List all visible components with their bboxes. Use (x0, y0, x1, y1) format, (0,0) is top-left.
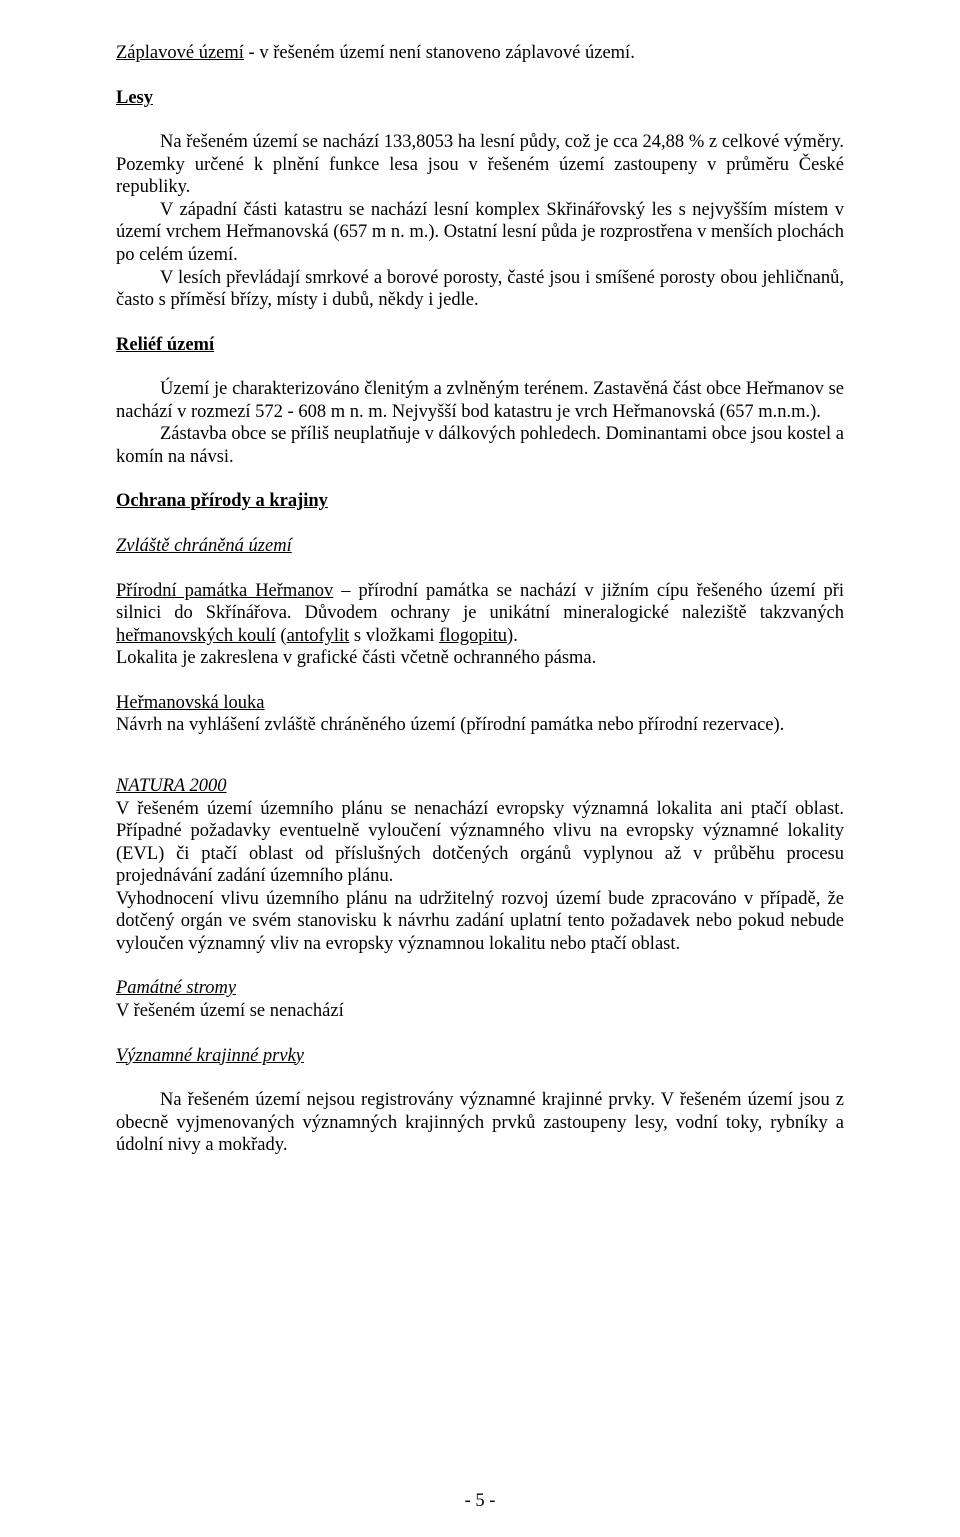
paragraph-prvky: Na řešeném území nejsou registrovány výz… (116, 1089, 844, 1157)
heading-lesy: Lesy (116, 87, 844, 110)
paragraph-natura-1: V řešeném území územního plánu se nenach… (116, 798, 844, 888)
subheading-stromy: Památné stromy (116, 977, 844, 1000)
heading-relief: Reliéf území (116, 334, 844, 357)
text-pamatka-c: s vložkami (349, 626, 439, 646)
paragraph-louka: Návrh na vyhlášení zvláště chráněného úz… (116, 714, 844, 737)
document-page: Záplavové území - v řešeném území není s… (0, 0, 960, 1537)
text-pamatka-b: ( (276, 626, 287, 646)
paragraph-natura-2: Vyhodnocení vlivu územního plánu na udrž… (116, 888, 844, 956)
text-zaplavove-rest: - v řešeném území není stanoveno záplavo… (244, 43, 635, 63)
link-antofylit: antofylit (287, 626, 350, 646)
paragraph-lesy-2: V západní části katastru se nachází lesn… (116, 199, 844, 267)
link-flogopitu: flogopitu (439, 626, 507, 646)
lead-pamatka: Přírodní památka Heřmanov (116, 581, 333, 601)
paragraph-relief-1: Území je charakterizováno členitým a zvl… (116, 378, 844, 423)
paragraph-stromy: V řešeném území se nenachází (116, 1000, 844, 1023)
paragraph-lesy-3: V lesích převládají smrkové a borové por… (116, 267, 844, 312)
link-hermanovskych-kouli: heřmanovských koulí (116, 626, 276, 646)
paragraph-pamatka-2: Lokalita je zakreslena v grafické části … (116, 647, 844, 670)
heading-ochrana: Ochrana přírody a krajiny (116, 490, 844, 513)
paragraph-relief-2: Zástavba obce se příliš neuplatňuje v dá… (116, 423, 844, 468)
paragraph-lesy-1: Na řešeném území se nachází 133,8053 ha … (116, 131, 844, 199)
subheading-natura: NATURA 2000 (116, 775, 844, 798)
heading-zaplavove: Záplavové území (116, 43, 244, 63)
subheading-prvky: Významné krajinné prvky (116, 1045, 844, 1068)
paragraph-zaplavove: Záplavové území - v řešeném území není s… (116, 42, 844, 65)
subheading-louka: Heřmanovská louka (116, 692, 844, 715)
subheading-zvlaste: Zvláště chráněná území (116, 535, 844, 558)
text-pamatka-d: ). (507, 626, 518, 646)
page-number: - 5 - (0, 1490, 960, 1513)
paragraph-pamatka-1: Přírodní památka Heřmanov – přírodní pam… (116, 580, 844, 648)
